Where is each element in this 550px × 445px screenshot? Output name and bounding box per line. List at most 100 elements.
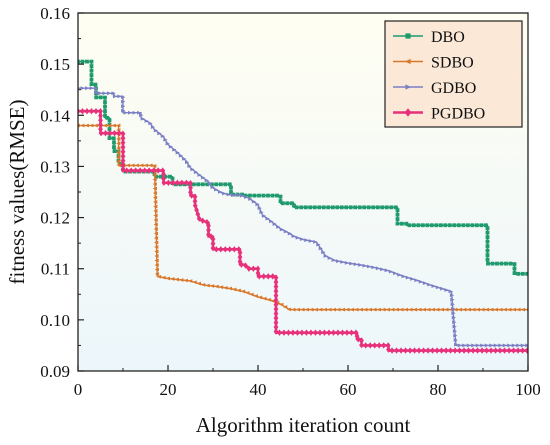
marker-pgdbo: [200, 217, 206, 224]
marker-dbo: [447, 223, 452, 228]
marker-pgdbo: [195, 211, 201, 218]
marker-gdbo: [121, 104, 126, 109]
marker-pgdbo: [237, 253, 243, 261]
marker-sdbo: [309, 307, 314, 312]
marker-pgdbo: [331, 329, 336, 336]
marker-pgdbo: [273, 274, 279, 281]
marker-gdbo: [371, 265, 376, 270]
marker-gdbo: [344, 260, 350, 265]
marker-gdbo: [230, 193, 236, 197]
marker-pgdbo: [192, 193, 198, 200]
marker-pgdbo: [188, 179, 193, 187]
marker-sdbo: [153, 240, 159, 245]
marker-gdbo: [484, 343, 490, 348]
marker-gdbo: [163, 137, 168, 142]
marker-sdbo: [209, 284, 215, 288]
marker-dbo: [335, 205, 340, 210]
marker-sdbo: [192, 280, 197, 285]
marker-gdbo: [251, 199, 257, 204]
marker-gdbo: [450, 302, 455, 307]
marker-dbo: [317, 205, 322, 210]
marker-dbo: [103, 100, 107, 104]
marker-gdbo: [94, 86, 99, 91]
marker-gdbo: [197, 173, 202, 177]
marker-pgdbo: [194, 206, 199, 214]
marker-pgdbo: [255, 269, 261, 277]
marker-sdbo: [153, 222, 158, 227]
marker-gdbo: [106, 91, 112, 96]
marker-gdbo: [410, 277, 415, 281]
legend-label-pgdbo: PGDBO: [431, 106, 485, 123]
marker-pgdbo: [170, 179, 176, 186]
marker-sdbo: [152, 182, 157, 186]
marker-dbo: [257, 193, 261, 198]
marker-pgdbo: [475, 347, 480, 354]
marker-gdbo: [291, 234, 296, 238]
marker-gdbo: [493, 343, 499, 348]
marker-pgdbo: [372, 342, 378, 349]
marker-gdbo: [248, 197, 253, 201]
marker-sdbo: [363, 307, 368, 312]
marker-dbo: [344, 205, 349, 210]
marker-pgdbo: [155, 167, 161, 174]
marker-gdbo: [265, 216, 270, 221]
marker-sdbo: [291, 307, 296, 312]
marker-sdbo: [179, 278, 184, 282]
marker-dbo: [168, 174, 172, 179]
marker-pgdbo: [142, 167, 148, 174]
marker-gdbo: [462, 343, 467, 348]
marker-pgdbo: [359, 341, 364, 349]
marker-pgdbo: [227, 246, 233, 253]
marker-pgdbo: [407, 347, 413, 354]
marker-sdbo: [430, 307, 435, 312]
marker-sdbo: [152, 195, 158, 200]
marker-gdbo: [144, 119, 149, 123]
marker-pgdbo: [506, 347, 512, 354]
marker-dbo: [170, 176, 175, 181]
marker-sdbo: [153, 227, 158, 231]
marker-pgdbo: [299, 329, 305, 336]
marker-gdbo: [276, 224, 281, 229]
marker-pgdbo: [256, 273, 262, 280]
marker-pgdbo: [116, 129, 122, 137]
marker-gdbo: [451, 311, 456, 316]
marker-pgdbo: [344, 329, 350, 336]
marker-sdbo: [102, 123, 107, 128]
marker-gdbo: [235, 193, 240, 197]
marker-pgdbo: [381, 342, 387, 349]
marker-gdbo: [128, 110, 133, 115]
marker-pgdbo: [250, 265, 256, 272]
marker-sdbo: [257, 295, 263, 300]
marker-dbo: [103, 109, 107, 113]
marker-dbo: [98, 95, 103, 100]
marker-sdbo: [161, 275, 166, 280]
x-tick-label: 40: [250, 380, 267, 399]
marker-sdbo: [282, 305, 288, 309]
marker-gdbo: [511, 343, 517, 348]
marker-pgdbo: [98, 121, 103, 128]
marker-pgdbo: [120, 139, 126, 146]
marker-pgdbo: [236, 246, 242, 253]
marker-pgdbo: [103, 129, 108, 137]
marker-pgdbo: [120, 130, 126, 137]
marker-dbo: [107, 118, 112, 122]
marker-gdbo: [279, 227, 285, 232]
marker-sdbo: [412, 307, 417, 312]
marker-pgdbo: [239, 261, 244, 268]
marker-gdbo: [444, 288, 449, 292]
marker-gdbo: [516, 343, 521, 348]
marker-dbo: [292, 203, 296, 208]
marker-sdbo: [525, 308, 528, 311]
marker-sdbo: [214, 284, 219, 289]
marker-dbo: [443, 223, 448, 228]
marker-dbo: [107, 136, 112, 140]
marker-gdbo: [239, 193, 245, 198]
marker-dbo: [105, 115, 110, 120]
marker-gdbo: [182, 156, 187, 161]
marker-dbo: [200, 182, 205, 187]
marker-sdbo: [381, 307, 386, 312]
marker-dbo: [107, 127, 112, 131]
marker-sdbo: [466, 307, 471, 312]
marker-sdbo: [502, 307, 507, 312]
marker-sdbo: [134, 163, 140, 168]
